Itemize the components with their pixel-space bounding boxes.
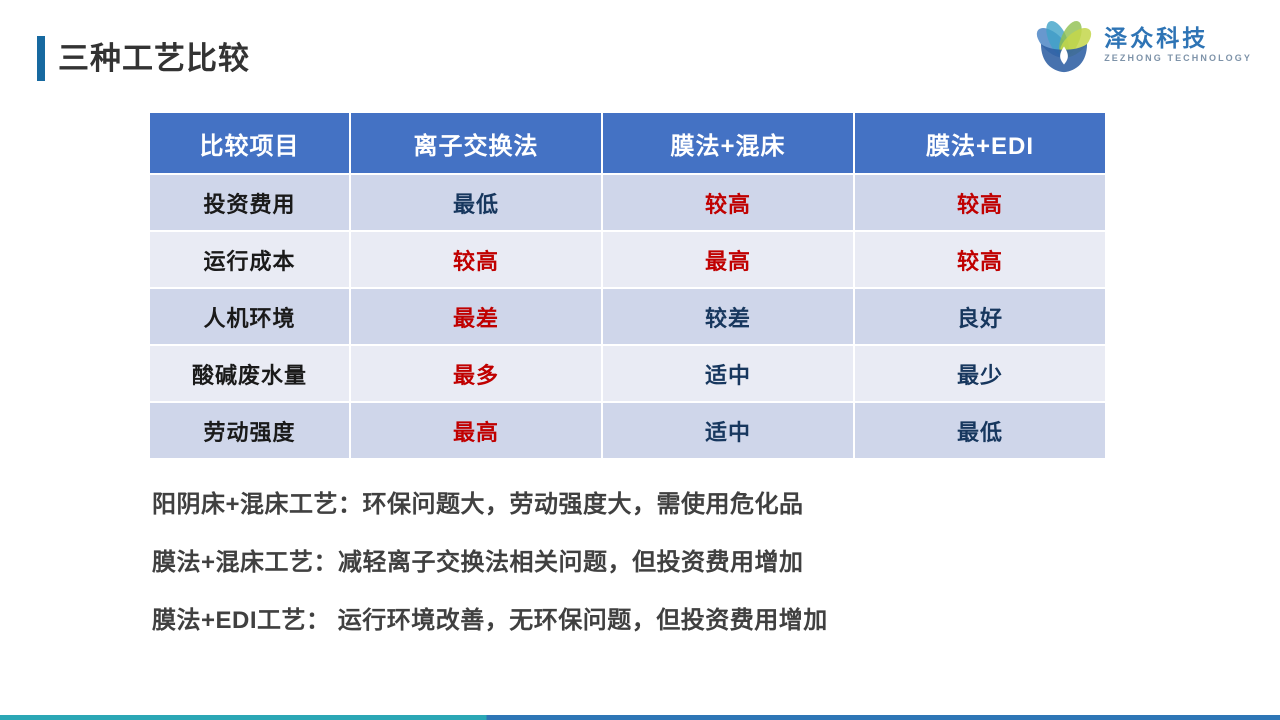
company-logo: 泽众科技 ZEZHONG TECHNOLOGY — [1032, 12, 1252, 76]
note-line: 膜法+EDI工艺： 运行环境改善，无环保问题，但投资费用增加 — [152, 607, 828, 634]
cell-value: 较高 — [603, 175, 853, 230]
cell-value: 较高 — [855, 232, 1105, 287]
notes-block: 阳阴床+混床工艺：环保问题大，劳动强度大，需使用危化品 膜法+混床工艺：减轻离子… — [152, 487, 828, 661]
cell-value: 良好 — [855, 289, 1105, 344]
row-label: 运行成本 — [150, 232, 349, 287]
cell-value: 最多 — [351, 346, 601, 401]
cell-value: 最高 — [351, 403, 601, 458]
cell-value: 最低 — [855, 403, 1105, 458]
logo-text-block: 泽众科技 ZEZHONG TECHNOLOGY — [1104, 25, 1252, 63]
row-label: 人机环境 — [150, 289, 349, 344]
cell-value: 最低 — [351, 175, 601, 230]
logo-tagline: ZEZHONG TECHNOLOGY — [1104, 53, 1252, 63]
cell-value: 较高 — [351, 232, 601, 287]
title-accent-bar — [37, 36, 45, 81]
cell-value: 最少 — [855, 346, 1105, 401]
cell-value: 最差 — [351, 289, 601, 344]
row-label: 投资费用 — [150, 175, 349, 230]
lotus-drop-logo-icon — [1037, 20, 1092, 73]
page-title: 三种工艺比较 — [58, 41, 250, 76]
cell-value: 较差 — [603, 289, 853, 344]
cell-value: 较高 — [855, 175, 1105, 230]
column-header: 比较项目 — [150, 113, 349, 173]
cell-value: 适中 — [603, 346, 853, 401]
comparison-table: 比较项目 离子交换法 膜法+混床 膜法+EDI 投资费用 最低 较高 较高 运行… — [150, 113, 1105, 458]
column-header: 离子交换法 — [351, 113, 601, 173]
column-header: 膜法+EDI — [855, 113, 1105, 173]
note-line: 膜法+混床工艺：减轻离子交换法相关问题，但投资费用增加 — [152, 549, 804, 576]
column-header: 膜法+混床 — [603, 113, 853, 173]
row-label: 酸碱废水量 — [150, 346, 349, 401]
cell-value: 适中 — [603, 403, 853, 458]
logo-company-name: 泽众科技 — [1104, 25, 1209, 51]
row-label: 劳动强度 — [150, 403, 349, 458]
note-line: 阳阴床+混床工艺：环保问题大，劳动强度大，需使用危化品 — [152, 491, 804, 518]
footer-accent-bar — [0, 715, 1280, 720]
cell-value: 最高 — [603, 232, 853, 287]
